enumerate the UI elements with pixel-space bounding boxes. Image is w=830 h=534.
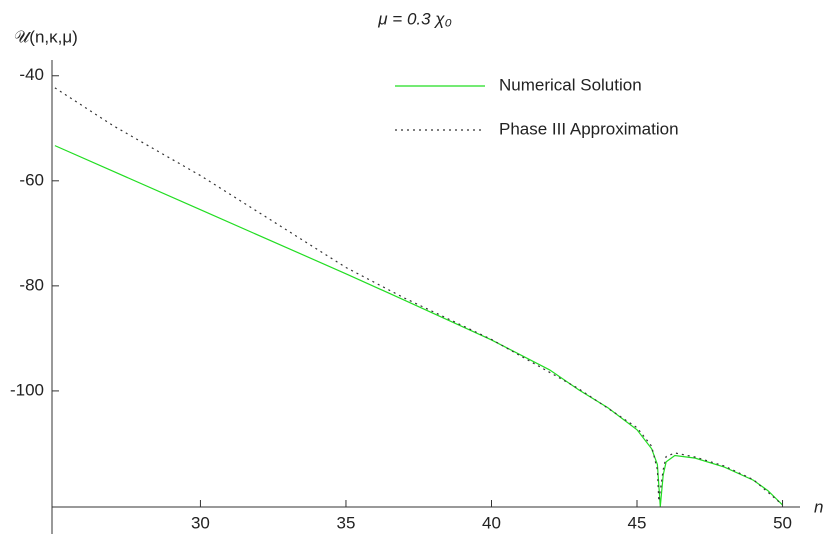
series-line [54, 87, 783, 506]
legend-label: Phase III Approximation [499, 119, 679, 138]
y-axis-label: 𝒰(n,κ,μ) [14, 27, 78, 46]
y-tick-label: -80 [19, 275, 44, 294]
y-tick-label: -40 [19, 65, 44, 84]
y-tick-label: -60 [19, 170, 44, 189]
chart-title: μ = 0.3 χ₀ [377, 9, 452, 28]
x-axis-label: n [814, 497, 823, 516]
legend-label: Numerical Solution [499, 75, 642, 94]
y-tick-label: -100 [10, 380, 44, 399]
x-tick-label: 50 [773, 513, 792, 532]
series-line [54, 145, 783, 507]
x-tick-label: 45 [628, 513, 647, 532]
x-tick-label: 40 [482, 513, 501, 532]
x-tick-label: 30 [191, 513, 210, 532]
x-tick-label: 35 [337, 513, 356, 532]
